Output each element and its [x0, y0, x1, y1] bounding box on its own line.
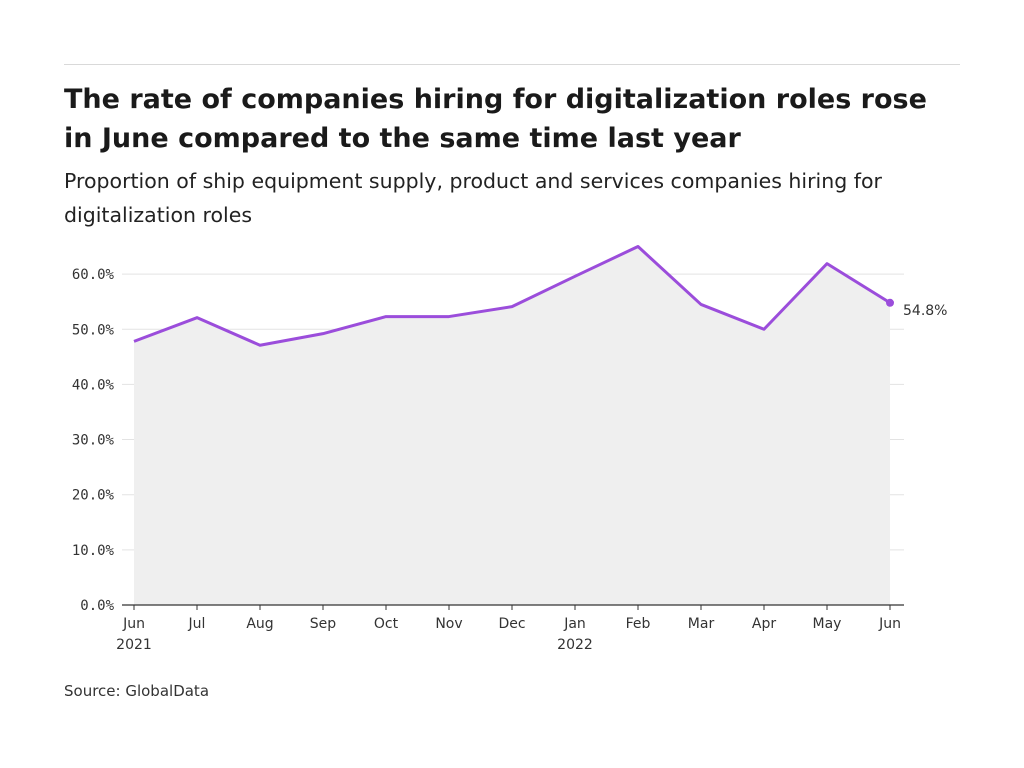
y-tick-label: 20.0% [72, 488, 115, 504]
x-tick-label: Feb [626, 616, 651, 632]
y-tick-label: 30.0% [72, 433, 115, 449]
chart-subtitle: Proportion of ship equipment supply, pro… [64, 169, 882, 227]
x-tick-label: Jan [563, 616, 586, 632]
x-year-label: 2021 [116, 637, 152, 653]
x-tick-label: Jun [122, 616, 145, 632]
end-value-label: 54.8% [903, 303, 947, 319]
x-tick-label: Dec [498, 616, 525, 632]
y-tick-label: 60.0% [72, 267, 115, 283]
source-note: Source: GlobalData [64, 682, 210, 700]
y-tick-label: 0.0% [80, 598, 114, 614]
area-fill [134, 246, 890, 605]
series-line [133, 245, 891, 347]
y-tick-label: 40.0% [72, 377, 115, 393]
x-tick-label: Mar [688, 616, 715, 632]
x-tick-label: Aug [246, 616, 273, 632]
y-tick-label: 10.0% [72, 543, 115, 559]
x-axis-ticks: Jun 2021 Jul Aug Sep Oct Nov Dec Jan 2022 Feb Mar Ap… [116, 605, 901, 653]
x-tick-label: Jun [878, 616, 901, 632]
x-tick-label: Nov [435, 616, 462, 632]
y-axis-ticks: 0.0% 10.0% 20.0% 30.0% 40.0% 50.0% 60.0% [72, 267, 115, 614]
y-tick-label: 50.0% [72, 322, 115, 338]
x-tick-label: Jul [188, 616, 206, 632]
chart-title: The rate of companies hiring for digital… [64, 84, 927, 154]
x-tick-label: Apr [752, 616, 776, 632]
x-tick-label: Oct [374, 616, 399, 632]
x-year-label: 2022 [557, 637, 593, 653]
end-point-marker [886, 298, 894, 307]
x-tick-label: Sep [310, 616, 337, 632]
top-divider [64, 64, 960, 65]
x-tick-label: May [813, 616, 842, 632]
